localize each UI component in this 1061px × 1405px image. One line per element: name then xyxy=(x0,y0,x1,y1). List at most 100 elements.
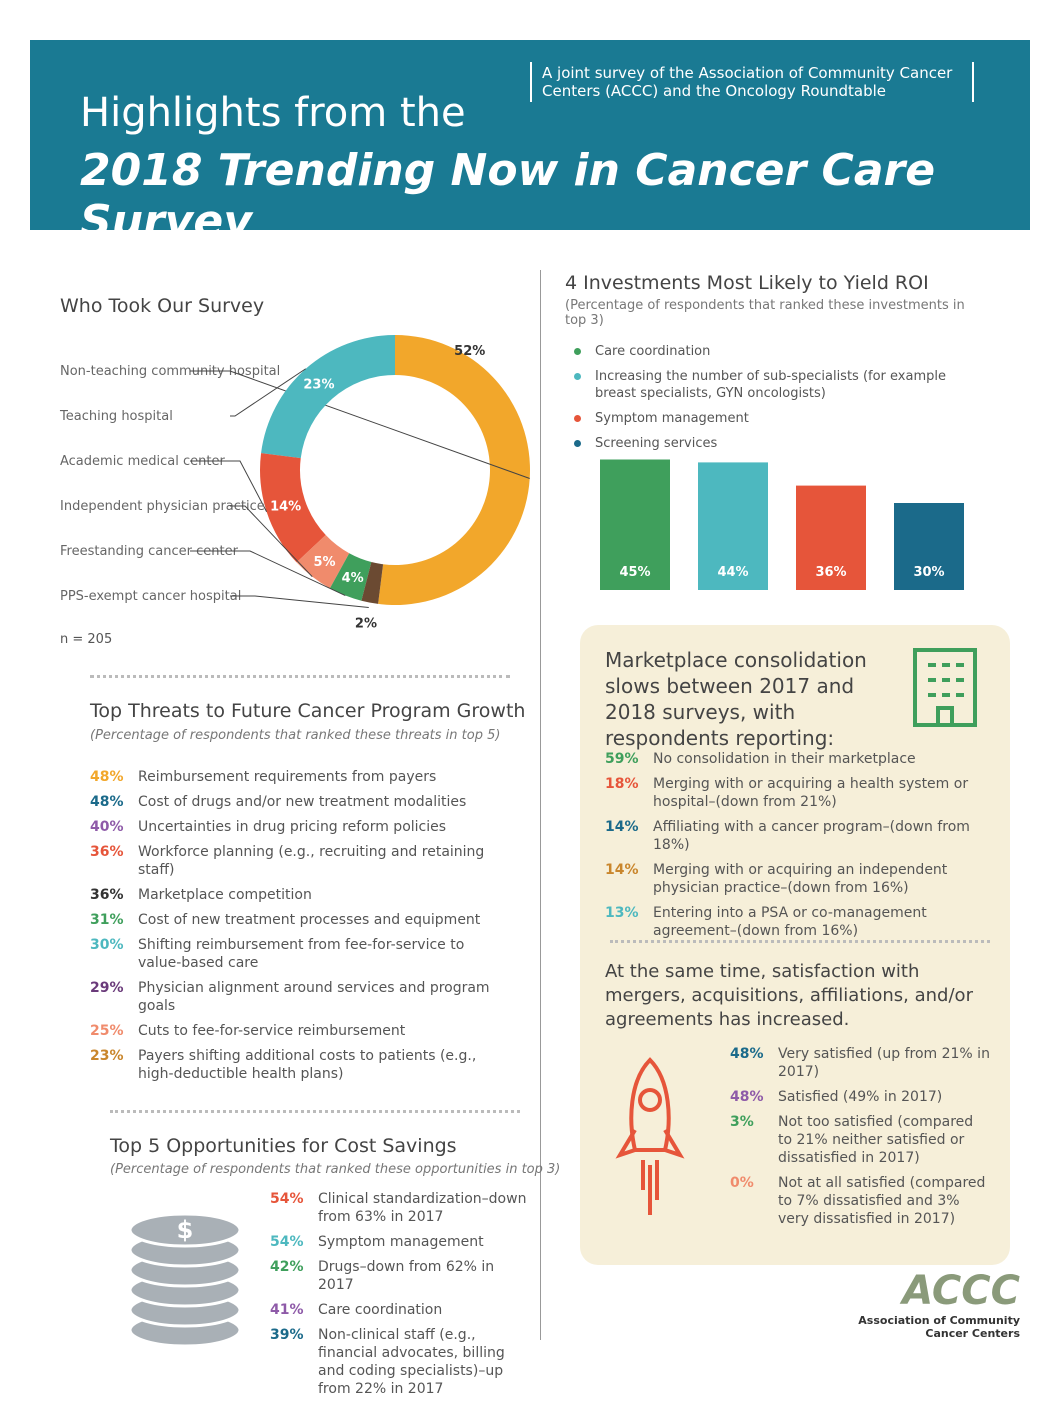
item-text: Cost of new treatment processes and equi… xyxy=(138,911,480,929)
legend-dot xyxy=(574,415,581,422)
page: Highlights from the 2018 Trending Now in… xyxy=(0,0,1061,1378)
item-text: Shifting reimbursement from fee-for-serv… xyxy=(138,936,510,972)
section-title: Top Threats to Future Cancer Program Gro… xyxy=(90,700,525,722)
item-value: 29% xyxy=(90,979,138,1015)
list-item: 42%Drugs–down from 62% in 2017 xyxy=(270,1258,530,1294)
item-value: 48% xyxy=(90,793,138,811)
item-text: Satisfied (49% in 2017) xyxy=(778,1088,942,1106)
building-icon xyxy=(900,640,990,730)
list-item: 31%Cost of new treatment processes and e… xyxy=(90,911,510,929)
item-text: Physician alignment around services and … xyxy=(138,979,510,1015)
list-item: 59%No consolidation in their marketplace xyxy=(605,750,995,768)
legend-item: Increasing the number of sub-specialists… xyxy=(570,368,990,402)
item-value: 14% xyxy=(605,861,653,897)
list-item: 25%Cuts to fee-for-service reimbursement xyxy=(90,1022,510,1040)
item-value: 36% xyxy=(90,843,138,879)
item-value: 54% xyxy=(270,1233,318,1251)
data-label: 45% xyxy=(619,565,650,580)
item-text: Non-clinical staff (e.g., financial advo… xyxy=(318,1326,530,1398)
item-text: Not too satisfied (compared to 21% neith… xyxy=(778,1113,990,1167)
list-item: 36%Workforce planning (e.g., recruiting … xyxy=(90,843,510,879)
logo: ACCC Association of Community Cancer Cen… xyxy=(820,1268,1020,1340)
item-value: 23% xyxy=(90,1047,138,1083)
item-text: Drugs–down from 62% in 2017 xyxy=(318,1258,530,1294)
bar-chart: 45% 44% 36% 30% xyxy=(590,450,1010,600)
item-text: Symptom management xyxy=(318,1233,484,1251)
item-text: Care coordination xyxy=(318,1301,442,1319)
legend-text: Symptom management xyxy=(595,410,749,427)
item-value: 18% xyxy=(605,775,653,811)
coins-icon: $ xyxy=(120,1200,250,1350)
legend-dot xyxy=(574,348,581,355)
data-label: 4% xyxy=(342,571,364,586)
item-value: 31% xyxy=(90,911,138,929)
box-title: At the same time, satisfaction with merg… xyxy=(605,960,985,1032)
item-text: Cuts to fee-for-service reimbursement xyxy=(138,1022,405,1040)
item-text: Merging with or acquiring a health syste… xyxy=(653,775,995,811)
data-label: 36% xyxy=(815,565,846,580)
rocket-icon xyxy=(605,1055,695,1225)
list-item: 23%Payers shifting additional costs to p… xyxy=(90,1047,510,1083)
donut-segment xyxy=(261,335,395,458)
list-item: 29%Physician alignment around services a… xyxy=(90,979,510,1015)
callout-box: Marketplace consolidation slows between … xyxy=(580,625,1010,1265)
item-value: 48% xyxy=(90,768,138,786)
list-item: 54%Symptom management xyxy=(270,1233,530,1251)
list-item: 14%Merging with or acquiring an independ… xyxy=(605,861,995,897)
item-value: 30% xyxy=(90,936,138,972)
data-label: 23% xyxy=(303,378,334,393)
item-value: 48% xyxy=(730,1088,778,1106)
legend-dot xyxy=(574,440,581,447)
list-item: 13%Entering into a PSA or co-management … xyxy=(605,904,995,940)
logo-name: Association of Community Cancer Centers xyxy=(820,1314,1020,1340)
legend-label: PPS-exempt cancer hospital xyxy=(60,589,241,604)
data-label: 2% xyxy=(355,616,377,630)
list: 54%Clinical standardization–down from 63… xyxy=(270,1190,530,1405)
section-subtitle: (Percentage of respondents that ranked t… xyxy=(565,298,965,328)
item-value: 48% xyxy=(730,1045,778,1081)
list-item: 48%Cost of drugs and/or new treatment mo… xyxy=(90,793,510,811)
item-text: Merging with or acquiring an independent… xyxy=(653,861,995,897)
list-item: 39%Non-clinical staff (e.g., financial a… xyxy=(270,1326,530,1398)
divider xyxy=(540,270,541,1340)
legend: Care coordination Increasing the number o… xyxy=(570,343,990,460)
box-title: Marketplace consolidation slows between … xyxy=(605,647,895,751)
item-value: 25% xyxy=(90,1022,138,1040)
legend-text: Increasing the number of sub-specialists… xyxy=(595,368,990,402)
section-title: Who Took Our Survey xyxy=(60,295,264,317)
section-subtitle: (Percentage of respondents that ranked t… xyxy=(110,1162,560,1177)
legend-dot xyxy=(574,373,581,380)
title-line1: Highlights from the xyxy=(80,90,466,136)
item-value: 54% xyxy=(270,1190,318,1226)
svg-text:$: $ xyxy=(177,1216,194,1244)
leader-line xyxy=(230,596,369,608)
sample-size: n = 205 xyxy=(60,632,112,647)
data-label: 30% xyxy=(913,565,944,580)
list: 48%Very satisfied (up from 21% in 2017)4… xyxy=(730,1045,990,1235)
item-text: Marketplace competition xyxy=(138,886,312,904)
list-item: 30%Shifting reimbursement from fee-for-s… xyxy=(90,936,510,972)
list-item: 3%Not too satisfied (compared to 21% nei… xyxy=(730,1113,990,1167)
list-item: 48%Very satisfied (up from 21% in 2017) xyxy=(730,1045,990,1081)
item-value: 36% xyxy=(90,886,138,904)
legend-item: Care coordination xyxy=(570,343,990,360)
item-text: Uncertainties in drug pricing reform pol… xyxy=(138,818,446,836)
item-value: 13% xyxy=(605,904,653,940)
legend-label: Teaching hospital xyxy=(59,409,173,424)
section-title: 4 Investments Most Likely to Yield ROI xyxy=(565,272,929,294)
list-item: 14%Affiliating with a cancer program–(do… xyxy=(605,818,995,854)
item-value: 41% xyxy=(270,1301,318,1319)
legend-item: Symptom management xyxy=(570,410,990,427)
data-label: 44% xyxy=(717,565,748,580)
item-text: Affiliating with a cancer program–(down … xyxy=(653,818,995,854)
item-value: 3% xyxy=(730,1113,778,1167)
item-text: Reimbursement requirements from payers xyxy=(138,768,436,786)
item-text: Cost of drugs and/or new treatment modal… xyxy=(138,793,466,811)
item-text: Not at all satisfied (compared to 7% dis… xyxy=(778,1174,990,1228)
list-item: 48%Satisfied (49% in 2017) xyxy=(730,1088,990,1106)
separator xyxy=(110,1110,520,1113)
list-item: 18%Merging with or acquiring a health sy… xyxy=(605,775,995,811)
list-item: 40%Uncertainties in drug pricing reform … xyxy=(90,818,510,836)
logo-mark: ACCC xyxy=(820,1268,1020,1314)
item-value: 14% xyxy=(605,818,653,854)
